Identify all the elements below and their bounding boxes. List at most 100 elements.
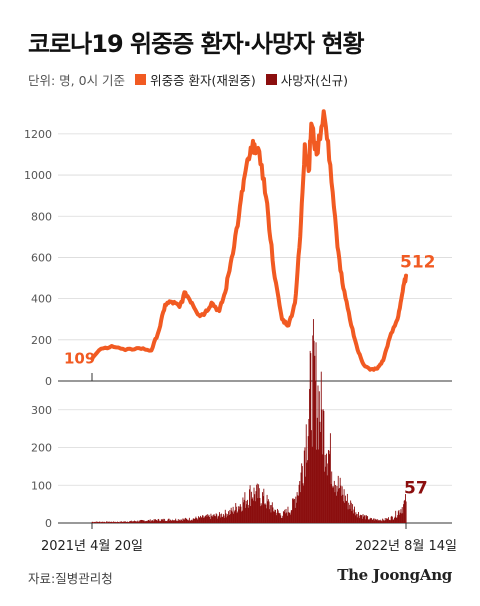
death-bar	[104, 521, 105, 523]
death-bar	[366, 516, 368, 523]
death-bar	[391, 516, 393, 523]
legend-label-deaths: 사망자(신규)	[280, 73, 349, 88]
death-bar	[308, 419, 310, 523]
death-bar	[173, 520, 175, 523]
death-bar	[95, 522, 97, 523]
death-bar	[396, 517, 398, 523]
death-bar	[156, 520, 158, 523]
death-bar	[128, 522, 130, 523]
top-ytick-label: 800	[31, 210, 52, 223]
death-bar	[262, 496, 264, 523]
death-bar	[279, 513, 281, 523]
death-bar	[197, 519, 199, 523]
death-bar	[305, 476, 307, 523]
death-bar	[133, 521, 135, 523]
death-bar	[374, 519, 376, 523]
death-bar	[368, 519, 370, 523]
death-bar	[282, 511, 284, 523]
death-bar	[350, 502, 352, 523]
death-bar	[162, 518, 164, 523]
death-bar	[244, 492, 246, 523]
death-bar	[98, 521, 100, 523]
death-bar	[215, 513, 217, 523]
death-bar	[318, 391, 320, 523]
death-bar	[99, 521, 101, 523]
death-bar	[170, 519, 171, 523]
death-bar	[92, 522, 94, 523]
death-bar	[101, 522, 103, 523]
death-bar	[299, 492, 301, 523]
death-bar	[216, 514, 218, 523]
death-bar	[183, 518, 185, 523]
death-bar	[109, 521, 111, 523]
death-bar	[311, 430, 312, 523]
death-bar	[399, 512, 401, 523]
death-bar	[184, 519, 186, 523]
death-bar	[96, 521, 98, 523]
death-bar	[316, 417, 318, 523]
death-bar	[178, 520, 180, 523]
death-bar	[177, 519, 179, 523]
death-bar	[333, 487, 335, 523]
death-bar	[161, 519, 163, 523]
death-bar	[401, 513, 402, 523]
death-bar	[149, 519, 151, 523]
death-bar	[355, 512, 357, 523]
death-bar	[188, 520, 190, 523]
death-bar	[294, 498, 295, 523]
death-bar	[302, 483, 304, 523]
death-bar	[249, 489, 250, 523]
death-bar	[354, 515, 356, 523]
death-bar	[96, 521, 98, 523]
death-bar	[253, 487, 255, 523]
death-bar	[263, 488, 265, 523]
death-bar	[145, 521, 147, 523]
death-bar	[112, 522, 114, 523]
death-bar	[166, 521, 168, 523]
death-bar	[160, 519, 162, 523]
death-bar	[395, 517, 397, 523]
death-bar	[240, 506, 242, 523]
death-bar	[397, 511, 399, 523]
death-bar	[162, 519, 164, 523]
death-bar	[280, 517, 282, 523]
death-bar	[340, 485, 342, 523]
bottom-ytick-label: 300	[31, 404, 52, 417]
death-bar	[311, 446, 313, 523]
death-bar	[265, 504, 267, 523]
death-bar	[229, 509, 231, 523]
death-bar	[186, 518, 188, 523]
death-bar	[196, 518, 198, 523]
death-bar	[105, 522, 107, 523]
death-bar	[348, 502, 350, 523]
death-bar	[280, 515, 282, 523]
death-bar	[382, 518, 384, 523]
death-bar	[309, 388, 310, 523]
death-bar	[380, 520, 382, 523]
death-bar	[192, 520, 194, 523]
death-bar	[179, 519, 181, 523]
death-bar	[121, 521, 123, 523]
death-bar	[130, 520, 132, 523]
death-bar	[261, 505, 263, 523]
death-bar	[359, 518, 361, 523]
death-bar	[120, 522, 122, 523]
death-bar	[218, 512, 220, 523]
death-bar	[384, 520, 386, 523]
death-bar	[255, 491, 257, 523]
death-bar	[144, 521, 146, 523]
death-bar	[212, 516, 214, 523]
death-bar	[371, 519, 373, 523]
death-bar	[213, 514, 214, 523]
death-bar	[175, 518, 177, 523]
death-bar	[405, 501, 407, 523]
death-bar	[104, 522, 106, 523]
death-bar	[107, 522, 109, 523]
death-bar	[252, 497, 254, 523]
death-bar	[320, 371, 322, 523]
death-bar	[218, 515, 220, 523]
death-bar	[219, 514, 221, 523]
death-bar	[230, 513, 231, 523]
death-bar	[158, 518, 160, 523]
death-bar	[94, 521, 96, 523]
